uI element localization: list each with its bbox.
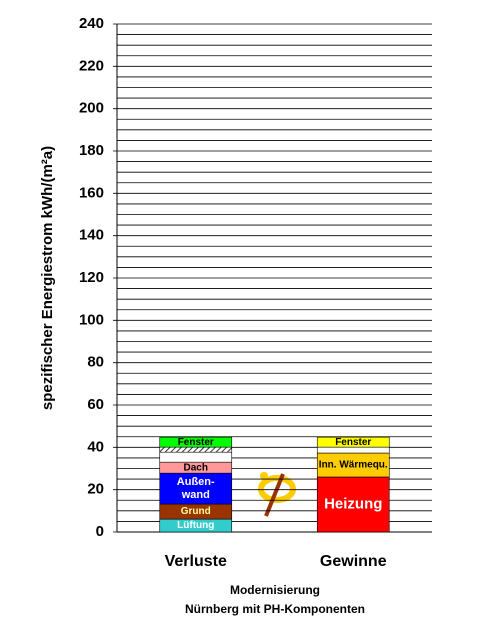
y-tick-label: 200 — [79, 100, 104, 117]
segment-label: Grund — [181, 506, 211, 517]
bar-segment — [159, 472, 233, 505]
logo — [258, 472, 296, 517]
y-tick-label: 60 — [87, 396, 104, 413]
bar-segment — [316, 436, 390, 448]
segment-label: Dach — [184, 462, 208, 473]
y-tick-label: 80 — [87, 354, 104, 371]
segment-label: Inn. Wärmequ. — [319, 460, 388, 471]
segment-label: Fenster — [178, 437, 214, 448]
segment-label-group: Inn. Wärmequ. — [319, 460, 388, 471]
segment-label: Fenster — [335, 437, 371, 448]
segment-label-group: Dach — [184, 462, 208, 473]
y-axis-label: spezifischer Energiestrom kWh/(m²a) — [39, 146, 56, 410]
footer-line: Nürnberg mit PH-Komponenten — [185, 602, 365, 616]
segment-label-group: Fenster — [178, 437, 214, 448]
segment-label-group: Außen-wand — [177, 476, 215, 501]
y-tick-label: 20 — [87, 481, 104, 498]
bar-segment — [316, 446, 390, 454]
segment-label: Lüftung — [177, 520, 214, 531]
y-tick-label: 0 — [96, 523, 104, 540]
segment-label-group: Grund — [181, 506, 211, 517]
y-tick-label: 120 — [79, 269, 104, 286]
segment-label: Heizung — [324, 495, 382, 512]
y-tick-label: 220 — [79, 57, 104, 74]
bar-segment — [159, 436, 233, 448]
segment-label: Außen- — [177, 476, 215, 488]
bar-segment — [159, 451, 233, 463]
segment-label-group: Fenster — [335, 437, 371, 448]
y-tick-label: 100 — [79, 311, 104, 328]
segment-label-group: Lüftung — [177, 520, 214, 531]
footer-line: Modernisierung — [230, 583, 320, 597]
y-tick-label: 160 — [79, 184, 104, 201]
segment-label-group: Heizung — [324, 495, 382, 512]
y-tick-label: 40 — [87, 438, 104, 455]
bar-segment — [316, 476, 390, 533]
y-tick-label: 140 — [79, 227, 104, 244]
y-tick-label: 180 — [79, 142, 104, 159]
x-tick-label: Verluste — [165, 553, 227, 570]
bar-segment — [159, 446, 233, 453]
x-tick-label: Gewinne — [320, 553, 387, 570]
y-tick-label: 240 — [79, 15, 104, 32]
segment-label: wand — [181, 489, 210, 501]
